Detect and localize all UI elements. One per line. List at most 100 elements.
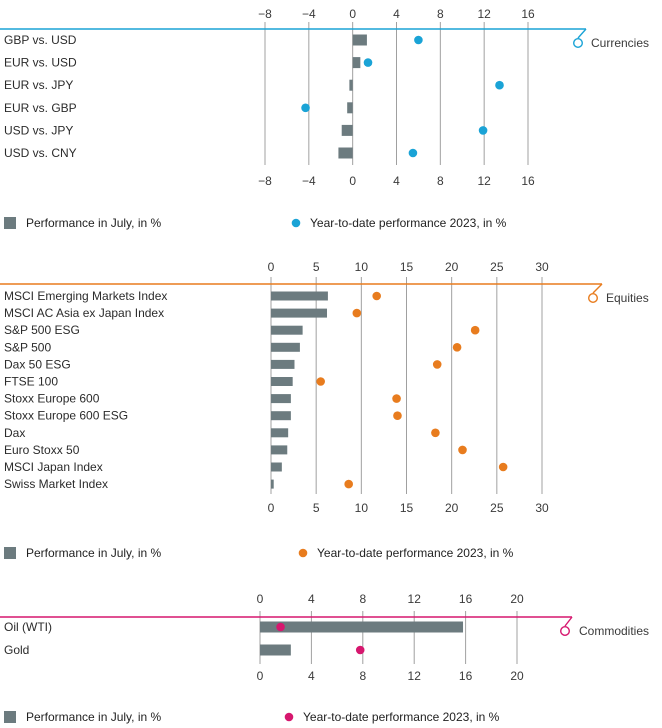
dot-ytd bbox=[478, 126, 488, 135]
dot-ytd bbox=[363, 58, 373, 67]
bar-july bbox=[271, 308, 328, 318]
tick-label-top: 5 bbox=[313, 260, 320, 274]
legend-dot-ytd bbox=[298, 548, 308, 558]
category-label: USD vs. JPY bbox=[4, 123, 73, 137]
legend-swatch-bar bbox=[4, 217, 16, 229]
legend-label-ytd: Year-to-date performance 2023, in % bbox=[303, 710, 500, 724]
dot-ytd bbox=[431, 428, 440, 438]
tick-label-bottom: 5 bbox=[313, 501, 320, 515]
bar-july bbox=[271, 411, 291, 421]
legend-label-july: Performance in July, in % bbox=[26, 216, 161, 230]
category-label: FTSE 100 bbox=[4, 375, 58, 389]
category-label: GBP vs. USD bbox=[4, 33, 77, 47]
bar-july bbox=[271, 291, 328, 301]
tick-label-top: 20 bbox=[510, 592, 524, 606]
bar-july bbox=[271, 359, 295, 369]
dot-ytd bbox=[392, 394, 401, 403]
category-label: USD vs. CNY bbox=[4, 146, 77, 160]
dot-ytd bbox=[470, 325, 480, 335]
tick-label-top: −8 bbox=[258, 7, 272, 21]
dot-ytd bbox=[408, 148, 418, 158]
section-header-line-end bbox=[564, 616, 573, 627]
tick-label-top: −4 bbox=[302, 7, 316, 21]
dot-ytd bbox=[498, 462, 508, 472]
bar-july bbox=[349, 79, 353, 91]
bar-july bbox=[271, 479, 274, 489]
tick-label-top: 12 bbox=[408, 592, 422, 606]
bar-july bbox=[341, 124, 353, 136]
tick-label-bottom: 16 bbox=[459, 669, 473, 683]
tick-label-top: 4 bbox=[393, 7, 400, 21]
chart-section-equities: Equities 0 0 5 5 10 10 15 15 20 20 25 25 30 30 MSCI Eme… bbox=[0, 260, 649, 560]
tick-label-bottom: 15 bbox=[400, 501, 414, 515]
tick-label-bottom: 10 bbox=[355, 501, 369, 515]
tick-label-bottom: 20 bbox=[510, 669, 524, 683]
dot-ytd bbox=[393, 411, 402, 421]
tick-label-bottom: 4 bbox=[393, 174, 400, 188]
tick-label-bottom: 4 bbox=[308, 669, 315, 683]
category-label: S&P 500 bbox=[4, 340, 51, 354]
tick-label-bottom: 25 bbox=[490, 501, 504, 515]
tick-label-top: 8 bbox=[359, 592, 366, 606]
bar-july bbox=[271, 342, 300, 352]
tick-label-top: 0 bbox=[268, 260, 275, 274]
legend-swatch-bar bbox=[4, 547, 16, 559]
category-label: EUR vs. GBP bbox=[4, 101, 77, 115]
tick-label-top: 25 bbox=[490, 260, 504, 274]
legend-dot-ytd bbox=[291, 218, 301, 228]
section-header-line-end bbox=[577, 28, 587, 39]
dot-ytd bbox=[495, 80, 504, 90]
legend-label-july: Performance in July, in % bbox=[26, 546, 161, 560]
bar-july bbox=[271, 462, 282, 472]
category-label: Oil (WTI) bbox=[4, 620, 52, 634]
category-label: Euro Stoxx 50 bbox=[4, 443, 80, 457]
category-label: MSCI AC Asia ex Japan Index bbox=[4, 306, 164, 320]
tick-label-bottom: 12 bbox=[477, 174, 491, 188]
tick-label-top: 10 bbox=[355, 260, 369, 274]
dot-ytd bbox=[344, 479, 353, 489]
tick-label-bottom: −4 bbox=[302, 174, 316, 188]
section-marker-icon bbox=[573, 38, 584, 49]
tick-label-top: 16 bbox=[459, 592, 473, 606]
tick-label-top: 12 bbox=[477, 7, 491, 21]
category-label: EUR vs. USD bbox=[4, 56, 77, 70]
dot-ytd bbox=[414, 35, 423, 45]
section-header-line-end bbox=[592, 283, 603, 294]
tick-label-bottom: 12 bbox=[408, 669, 422, 683]
section-marker-icon bbox=[588, 293, 599, 304]
category-label: Dax 50 ESG bbox=[4, 357, 71, 371]
tick-label-bottom: 8 bbox=[437, 174, 444, 188]
dot-ytd bbox=[452, 343, 462, 352]
dot-ytd bbox=[316, 377, 325, 386]
section-title: Currencies bbox=[591, 36, 649, 50]
bar-july bbox=[338, 147, 353, 159]
bar-july bbox=[271, 394, 291, 404]
bar-july bbox=[271, 445, 288, 455]
tick-label-top: 20 bbox=[445, 260, 459, 274]
category-label: Gold bbox=[4, 643, 29, 657]
bar-july bbox=[260, 644, 291, 656]
section-title: Commodities bbox=[579, 624, 649, 638]
bar-july bbox=[271, 377, 293, 386]
legend-dot-ytd bbox=[284, 712, 294, 722]
category-label: Stoxx Europe 600 bbox=[4, 392, 100, 406]
bar-july bbox=[260, 621, 464, 633]
category-label: MSCI Japan Index bbox=[4, 460, 103, 474]
bar-july bbox=[352, 34, 367, 46]
tick-label-bottom: 30 bbox=[535, 501, 549, 515]
bar-july bbox=[271, 325, 303, 335]
tick-label-top: 15 bbox=[400, 260, 414, 274]
category-label: S&P 500 ESG bbox=[4, 323, 80, 337]
tick-label-bottom: 8 bbox=[359, 669, 366, 683]
tick-label-top: 30 bbox=[535, 260, 549, 274]
legend-swatch-bar bbox=[4, 711, 16, 723]
tick-label-top: 16 bbox=[521, 7, 535, 21]
chart-section-commodities: Commodities 0 0 4 4 8 8 12 12 16 16 20 20 Oil (WTI) Go… bbox=[0, 592, 649, 724]
category-label: Stoxx Europe 600 ESG bbox=[4, 409, 128, 423]
bar-july bbox=[352, 57, 361, 69]
dot-ytd bbox=[355, 645, 365, 655]
bar-july bbox=[271, 428, 289, 438]
dot-ytd bbox=[352, 308, 362, 318]
tick-label-bottom: 20 bbox=[445, 501, 459, 515]
